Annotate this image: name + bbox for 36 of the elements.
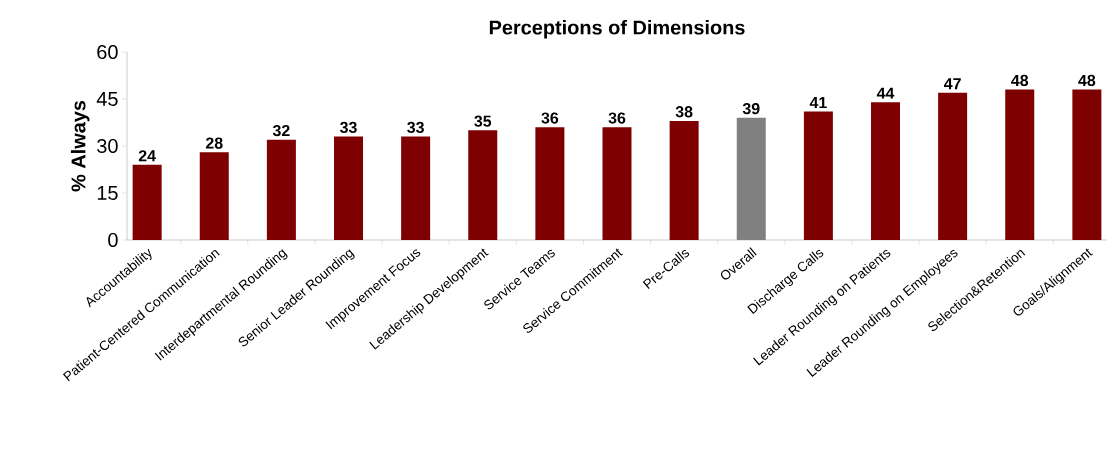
bar [803,111,833,240]
data-label: 33 [340,121,357,134]
data-label: 39 [742,102,760,115]
data-label: 36 [608,112,626,124]
data-label: 41 [809,97,827,109]
bar [535,127,565,240]
data-label: 28 [205,137,223,149]
bar [199,152,229,240]
data-label: 44 [876,87,895,99]
data-label: 36 [541,112,559,124]
data-label: 35 [474,115,492,127]
data-label: 32 [272,124,290,137]
bar [334,136,364,240]
data-label: 48 [1011,74,1029,87]
bar [938,92,968,240]
bar [871,102,900,240]
bar [669,120,699,240]
y-tick-label: 30 [97,138,118,154]
y-axis-title: % Always [70,100,90,192]
y-tick-label: 15 [97,186,118,200]
data-label: 38 [675,106,693,118]
data-label: 48 [1078,74,1096,87]
bar [1005,89,1035,240]
bar [401,136,431,240]
bar [266,139,296,240]
bar [468,130,498,240]
bar [1072,89,1102,240]
chart-title: Perceptions of Dimensions [489,19,745,39]
data-label: 33 [407,121,424,134]
data-label: 24 [138,150,156,162]
bar [132,164,162,240]
y-tick-label: 45 [96,92,118,106]
y-tick-label: 0 [108,232,118,248]
data-label: 47 [943,78,961,90]
y-tick-label: 60 [97,44,118,60]
bar [602,127,632,240]
